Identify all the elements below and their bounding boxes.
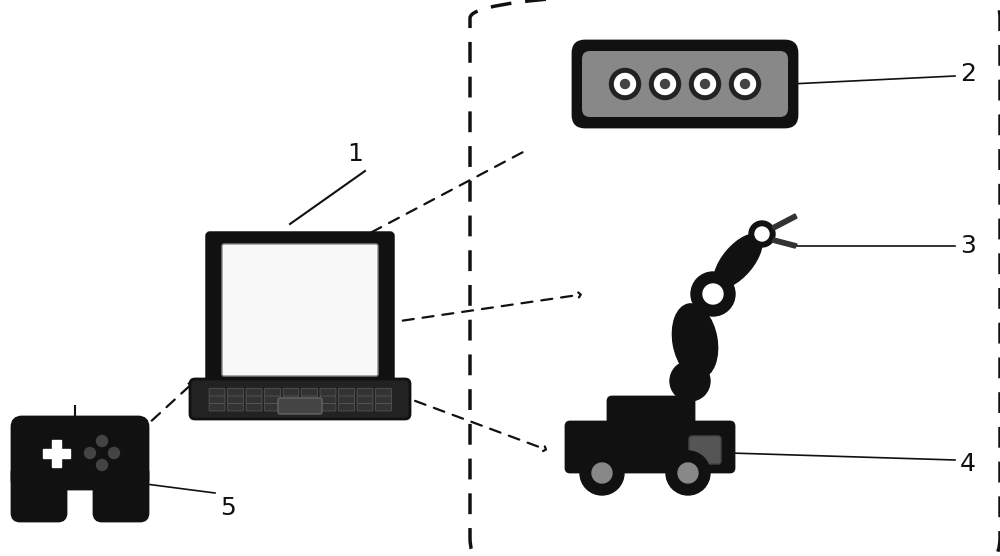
Circle shape: [580, 451, 624, 495]
Circle shape: [610, 68, 640, 100]
Circle shape: [96, 435, 108, 446]
FancyBboxPatch shape: [320, 388, 336, 396]
Circle shape: [734, 73, 756, 95]
FancyBboxPatch shape: [246, 403, 262, 411]
FancyBboxPatch shape: [209, 403, 225, 411]
Circle shape: [614, 73, 636, 95]
FancyBboxPatch shape: [265, 396, 281, 404]
FancyBboxPatch shape: [566, 422, 734, 472]
Circle shape: [755, 227, 769, 241]
Text: 3: 3: [960, 234, 976, 258]
FancyBboxPatch shape: [278, 398, 322, 414]
FancyBboxPatch shape: [228, 388, 244, 396]
Text: 5: 5: [220, 496, 236, 520]
Circle shape: [740, 80, 750, 88]
Ellipse shape: [672, 304, 718, 378]
Circle shape: [703, 284, 723, 304]
FancyBboxPatch shape: [573, 41, 797, 127]
FancyBboxPatch shape: [222, 244, 378, 376]
FancyBboxPatch shape: [608, 397, 694, 435]
Circle shape: [749, 221, 775, 247]
Circle shape: [694, 73, 716, 95]
FancyBboxPatch shape: [302, 403, 318, 411]
Circle shape: [650, 68, 680, 100]
FancyBboxPatch shape: [357, 396, 373, 404]
Circle shape: [729, 68, 761, 100]
FancyBboxPatch shape: [283, 403, 299, 411]
FancyBboxPatch shape: [265, 403, 281, 411]
FancyBboxPatch shape: [338, 388, 355, 396]
FancyBboxPatch shape: [265, 388, 281, 396]
FancyBboxPatch shape: [246, 388, 262, 396]
Circle shape: [670, 361, 710, 401]
FancyBboxPatch shape: [12, 465, 66, 521]
FancyBboxPatch shape: [376, 388, 392, 396]
FancyBboxPatch shape: [12, 417, 148, 489]
FancyBboxPatch shape: [246, 396, 262, 404]
FancyBboxPatch shape: [338, 396, 355, 404]
Circle shape: [700, 80, 710, 88]
FancyBboxPatch shape: [376, 403, 392, 411]
Circle shape: [690, 68, 720, 100]
Bar: [52, 439, 60, 466]
FancyBboxPatch shape: [357, 403, 373, 411]
Circle shape: [84, 448, 96, 459]
Circle shape: [666, 451, 710, 495]
FancyBboxPatch shape: [320, 396, 336, 404]
Polygon shape: [772, 214, 797, 230]
FancyBboxPatch shape: [320, 403, 336, 411]
FancyBboxPatch shape: [582, 51, 788, 117]
Text: 4: 4: [960, 452, 976, 476]
FancyBboxPatch shape: [190, 379, 410, 419]
FancyBboxPatch shape: [209, 396, 225, 404]
FancyBboxPatch shape: [228, 403, 244, 411]
FancyBboxPatch shape: [302, 388, 318, 396]
Ellipse shape: [714, 234, 762, 287]
FancyBboxPatch shape: [302, 396, 318, 404]
Circle shape: [654, 73, 676, 95]
Text: 2: 2: [960, 62, 976, 86]
Circle shape: [109, 448, 120, 459]
FancyBboxPatch shape: [689, 436, 721, 464]
Text: 1: 1: [347, 142, 363, 166]
FancyBboxPatch shape: [283, 396, 299, 404]
FancyBboxPatch shape: [338, 403, 355, 411]
Polygon shape: [772, 238, 797, 248]
Bar: [43, 449, 70, 458]
Circle shape: [620, 80, 630, 88]
Circle shape: [96, 459, 108, 470]
Circle shape: [592, 463, 612, 483]
FancyBboxPatch shape: [207, 233, 393, 389]
Circle shape: [691, 272, 735, 316]
FancyBboxPatch shape: [357, 388, 373, 396]
Circle shape: [678, 463, 698, 483]
FancyBboxPatch shape: [283, 388, 299, 396]
FancyBboxPatch shape: [228, 396, 244, 404]
FancyBboxPatch shape: [376, 396, 392, 404]
FancyBboxPatch shape: [209, 388, 225, 396]
Circle shape: [660, 80, 670, 88]
FancyBboxPatch shape: [94, 465, 148, 521]
